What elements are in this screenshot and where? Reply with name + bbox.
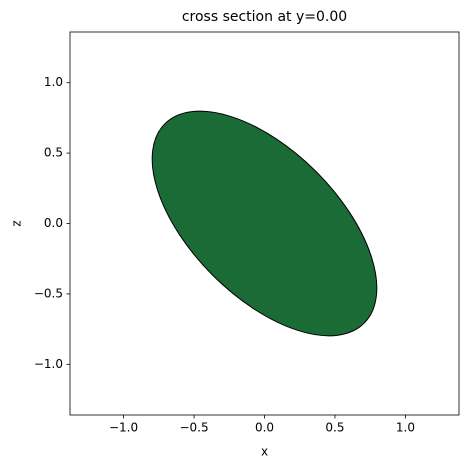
y-tick-label: −1.0 <box>34 357 63 371</box>
x-tick-label: −1.0 <box>109 421 138 435</box>
ellipse <box>151 110 378 337</box>
chart-title: cross section at y=0.00 <box>182 9 347 25</box>
x-axis-label: x <box>261 445 268 459</box>
x-tick-label: 1.0 <box>396 421 415 435</box>
y-tick-label: 0.0 <box>44 216 63 230</box>
y-tick-label: −0.5 <box>34 286 63 300</box>
y-axis-label: z <box>10 220 24 226</box>
x-tick-label: 0.5 <box>325 421 344 435</box>
y-tick-label: 0.5 <box>44 146 63 160</box>
y-tick-label: 1.0 <box>44 75 63 89</box>
x-tick-label: −0.5 <box>179 421 208 435</box>
x-tick-label: 0.0 <box>255 421 274 435</box>
